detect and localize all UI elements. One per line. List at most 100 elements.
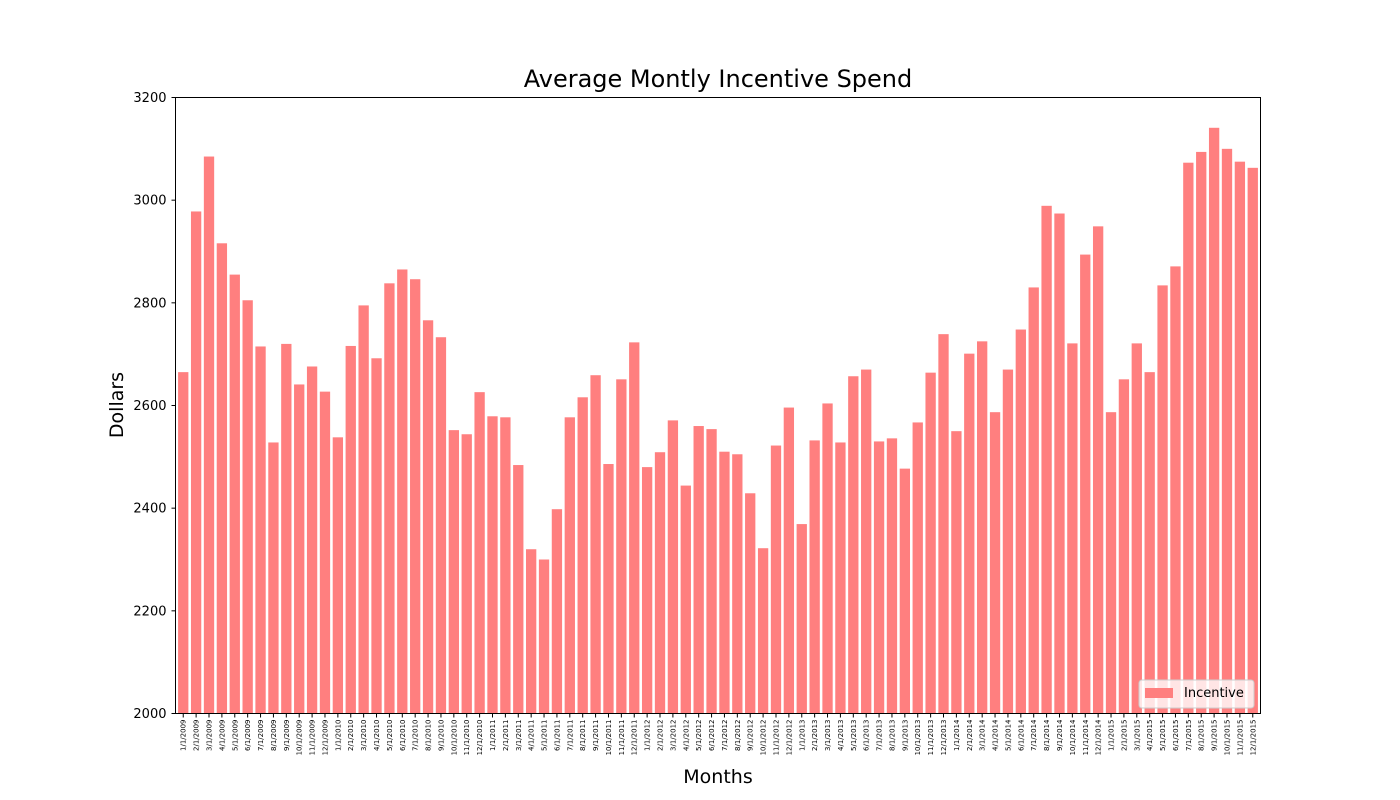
x-tick-label: 5/1/2015: [1159, 720, 1167, 751]
bar: [332, 437, 344, 714]
x-tick-label: 5/1/2009: [231, 720, 239, 751]
x-tick-label: 1/1/2014: [953, 719, 961, 751]
x-tick-label: 12/1/2015: [1249, 720, 1257, 756]
bar: [1080, 254, 1091, 714]
bar: [680, 485, 691, 714]
x-tick-label: 9/1/2011: [592, 720, 600, 751]
x-tick-label: 6/1/2014: [1017, 719, 1025, 751]
bar: [551, 509, 563, 714]
x-tick-label: 6/1/2015: [1172, 720, 1180, 751]
legend: Incentive: [1138, 679, 1255, 709]
bar: [964, 353, 975, 714]
x-tick-label: 11/1/2015: [1236, 720, 1244, 756]
x-tick-label: 5/1/2011: [541, 720, 549, 751]
x-tick-label: 5/1/2013: [850, 720, 858, 751]
x-tick-label: 1/1/2011: [489, 720, 497, 751]
x-tick-label: 11/1/2013: [927, 720, 935, 756]
x-tick-label: 3/1/2014: [979, 719, 987, 751]
bar: [345, 345, 356, 714]
bar: [294, 384, 305, 714]
x-tick-label: 7/1/2011: [566, 720, 574, 751]
y-axis-label: Dollars: [106, 372, 128, 438]
x-tick-label: 6/1/2012: [708, 720, 716, 751]
bar: [358, 305, 369, 714]
bar: [319, 391, 331, 714]
bar: [886, 438, 898, 714]
bar: [564, 417, 575, 714]
x-tick-label: 8/1/2013: [888, 720, 896, 751]
x-tick-label: 3/1/2013: [824, 720, 832, 751]
legend-frame: [1138, 679, 1255, 709]
x-tick-label: 3/1/2010: [360, 720, 368, 751]
x-tick-label: 1/1/2013: [798, 720, 806, 751]
y-axis: 2000 2200 2400 2600 2800 3000 3200: [133, 91, 176, 722]
x-axis-label: Months: [683, 766, 752, 788]
bar: [474, 392, 485, 714]
bar: [899, 468, 911, 714]
x-tick-label: 8/1/2015: [1198, 720, 1206, 751]
bar: [577, 397, 588, 714]
bar: [1208, 127, 1220, 714]
bar: [719, 451, 730, 714]
x-tick-label: 12/1/2010: [476, 720, 484, 756]
x-tick-label: 11/1/2009: [309, 720, 317, 756]
x-tick-label: 9/1/2009: [283, 720, 291, 751]
bar: [693, 426, 704, 714]
plot-frame: [175, 97, 1261, 714]
bar: [1028, 287, 1039, 714]
bar: [1196, 151, 1207, 714]
bar: [487, 416, 498, 714]
bar: [629, 342, 640, 714]
bar: [822, 403, 833, 714]
bar: [925, 372, 936, 714]
bar: [216, 243, 228, 714]
bar: [616, 379, 627, 714]
bar: [410, 279, 421, 714]
chart-title: Average Montly Incentive Spend: [524, 65, 913, 93]
x-tick-label: 10/1/2012: [760, 720, 768, 756]
bar: [732, 454, 743, 714]
bar: [371, 358, 382, 714]
x-tick-label: 5/1/2010: [386, 720, 394, 751]
bar: [203, 156, 215, 714]
x-tick-label: 12/1/2013: [940, 720, 948, 756]
x-tick-label: 6/1/2009: [244, 720, 252, 751]
bar: [783, 407, 795, 714]
x-tick-label: 7/1/2015: [1185, 720, 1193, 751]
x-tick-label: 9/1/2013: [901, 720, 909, 751]
x-tick-label: 6/1/2011: [553, 720, 561, 751]
y-tick-label: 2200: [133, 604, 166, 619]
bar: [1234, 161, 1246, 714]
bar: [1144, 372, 1155, 714]
x-tick-label: 2/1/2013: [811, 720, 819, 751]
x-tick-label: 4/1/2009: [218, 720, 226, 751]
bar: [603, 464, 614, 714]
x-tick-label: 5/1/2014: [1004, 719, 1012, 751]
bar: [654, 452, 666, 714]
x-tick-label: 4/1/2012: [682, 720, 690, 751]
x-tick-label: 4/1/2015: [1146, 720, 1154, 751]
bar: [500, 417, 511, 714]
x-tick-label: 1/1/2010: [334, 720, 342, 751]
x-tick-label: 4/1/2011: [528, 720, 536, 751]
bar: [384, 283, 395, 714]
x-tick-label: 12/1/2011: [631, 720, 639, 756]
bar: [1015, 329, 1026, 714]
x-tick-label: 1/1/2009: [180, 720, 188, 751]
bar: [641, 467, 653, 714]
bar: [1183, 162, 1194, 714]
x-tick-label: 7/1/2010: [412, 720, 420, 751]
bar: [757, 548, 769, 714]
x-tick-label: 10/1/2011: [605, 720, 613, 756]
x-tick-label: 7/1/2009: [257, 720, 265, 751]
bar: [1092, 226, 1104, 714]
legend-label: Incentive: [1184, 686, 1244, 701]
bar: [1157, 285, 1168, 714]
bar: [1247, 167, 1258, 714]
x-tick-label: 2/1/2012: [657, 720, 665, 751]
legend-swatch: [1145, 688, 1173, 698]
x-tick-label: 12/1/2012: [785, 720, 793, 756]
bar: [242, 300, 253, 714]
bar: [1105, 412, 1117, 714]
bar: [1131, 343, 1142, 714]
